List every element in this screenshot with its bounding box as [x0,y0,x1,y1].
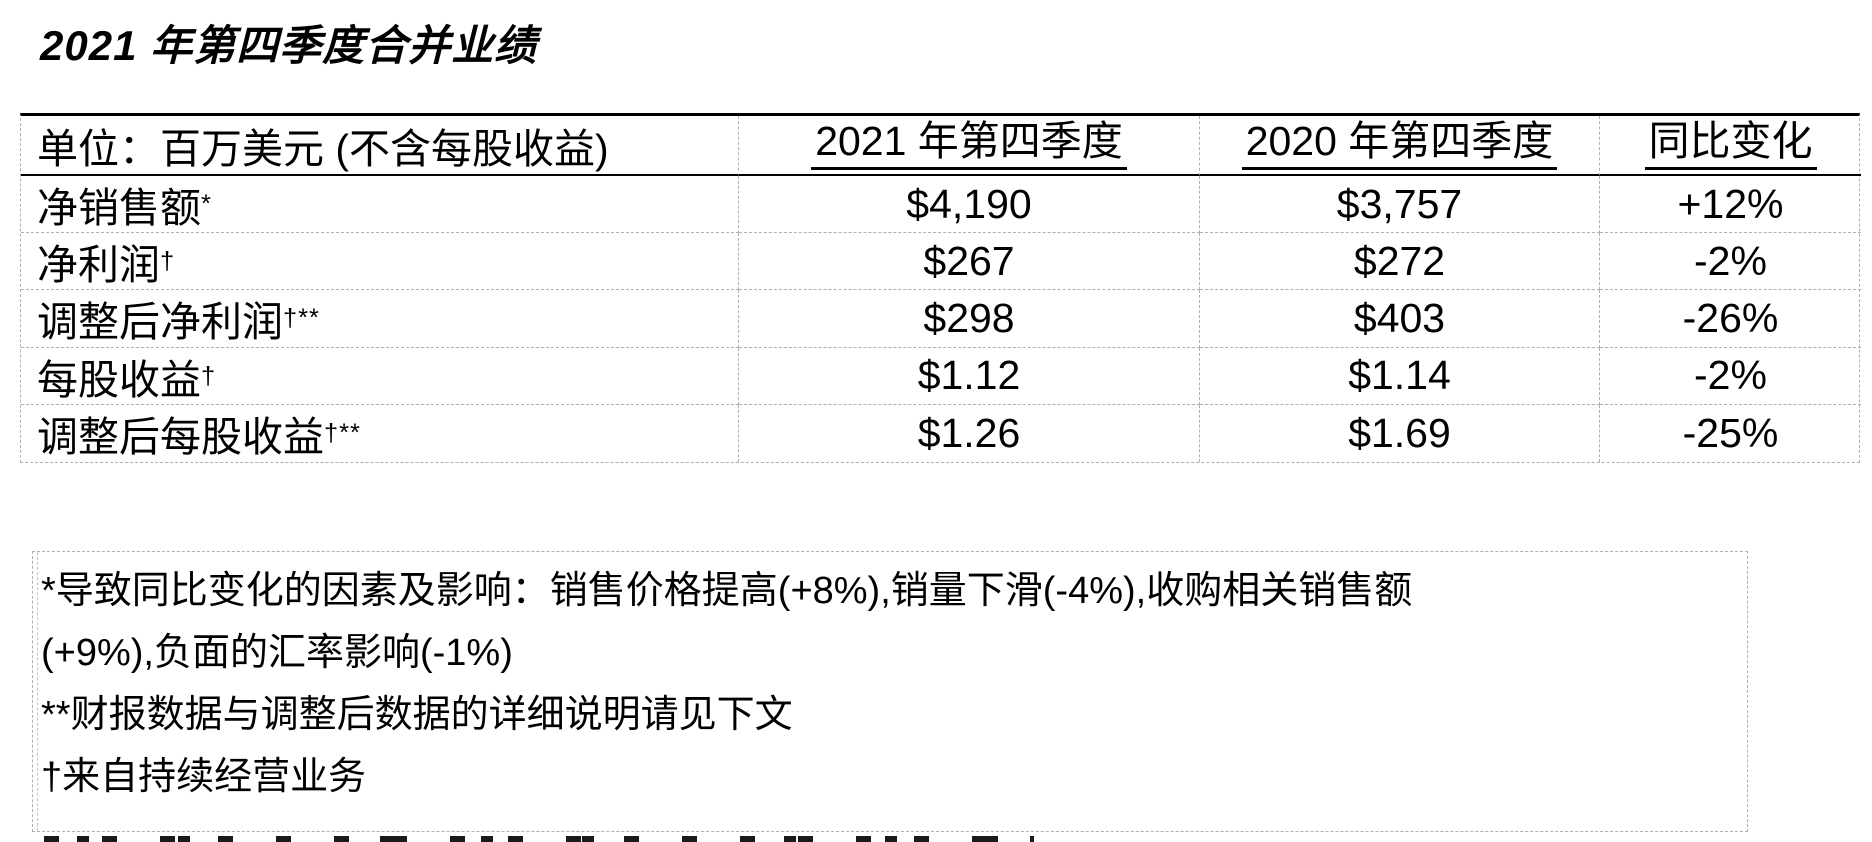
row-label-text: 调整后净利润 [37,299,283,346]
row-label-net-sales: 净销售额 * [21,176,739,234]
value-2021: $1.12 [739,347,1200,405]
value-change: -2% [1600,233,1861,291]
footnote-line-3: **财报数据与调整后数据的详细说明请见下文 [41,694,793,736]
footnote-line-4: †来自持续经营业务 [41,756,367,798]
row-label-adjusted-net-income: 调整后净利润 †** [21,290,739,348]
column-header-unit: 单位：百万美元 (不含每股收益) [21,116,739,176]
column-header-q4-2021: 2021 年第四季度 [739,116,1200,176]
underlined-header-text: 同比变化 [1644,120,1817,170]
value-2021: $298 [739,290,1200,348]
value-change: -2% [1600,348,1861,405]
footnotes-box: *导致同比变化的因素及影响：销售价格提高(+8%),销量下滑(-4%),收购相关… [32,551,1748,832]
page-title: 2021 年第四季度合并业绩 [40,22,538,69]
column-header-q4-2020: 2020 年第四季度 [1200,116,1600,176]
footnote-line-1: *导致同比变化的因素及影响：销售价格提高(+8%),销量下滑(-4%),收购相关… [41,570,1413,612]
row-label-adjusted-eps: 调整后每股收益 †** [21,404,739,462]
value-2020: $1.14 [1200,347,1600,405]
row-label-net-income: 净利润 † [21,233,739,291]
footnotes-inner-border [37,552,38,831]
value-change: -26% [1600,290,1861,348]
value-2021: $1.26 [739,404,1200,462]
value-change: -25% [1682,409,1779,456]
value-2020: $1.69 [1200,404,1600,462]
value-2021: $267 [739,233,1200,291]
underlined-header-text: 2021 年第四季度 [811,120,1127,170]
clipped-text-fragment [44,836,1034,842]
column-header-yoy-change: 同比变化 [1600,116,1861,176]
value-2020: $3,757 [1200,176,1600,234]
footnote-line-2: (+9%),负面的汇率影响(-1%) [41,632,513,674]
row-label-text: 净销售额 [37,185,201,232]
value-2020: $403 [1200,290,1600,348]
row-label-text: 调整后每股收益 [37,414,324,461]
row-label-text: 净利润 [37,242,160,289]
value-change: +12% [1600,176,1861,234]
row-label-text: 每股收益 [37,356,201,403]
value-2021: $4,190 [739,176,1200,234]
underlined-header-text: 2020 年第四季度 [1241,120,1558,170]
row-label-eps: 每股收益 † [21,347,739,405]
financial-results-table: 单位：百万美元 (不含每股收益) 2021 年第四季度 2020 年第四季度 同… [20,113,1861,463]
value-2020: $272 [1200,233,1600,291]
